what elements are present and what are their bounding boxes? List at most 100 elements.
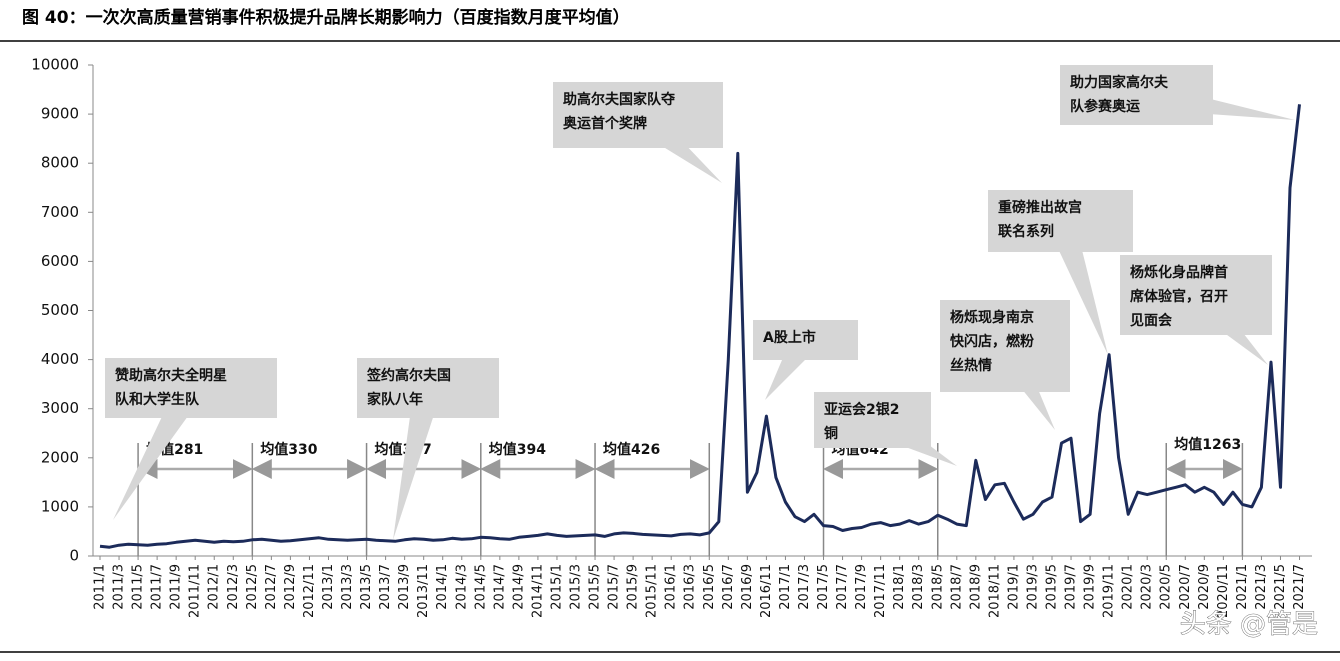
callout-text: 快闪店，燃粉 xyxy=(950,333,1034,350)
x-tick-label: 2020/3 xyxy=(1140,564,1155,610)
x-tick-label: 2012/9 xyxy=(283,564,298,610)
callout-box xyxy=(105,358,277,418)
callout-box xyxy=(1120,255,1272,335)
callout-box xyxy=(753,320,858,360)
x-tick-label: 2015/5 xyxy=(588,564,603,610)
x-tick-label: 2013/11 xyxy=(416,564,431,618)
callout-text: 队参赛奥运 xyxy=(1070,98,1140,115)
callout-text: 助力国家高尔夫 xyxy=(1070,74,1169,91)
x-tick-label: 2019/9 xyxy=(1083,564,1098,610)
x-tick-label: 2011/1 xyxy=(93,564,108,610)
x-tick-label: 2016/1 xyxy=(664,564,679,610)
average-label: 均值394 xyxy=(489,441,546,458)
x-tick-label: 2016/9 xyxy=(740,564,755,610)
x-tick-label: 2013/5 xyxy=(359,564,374,610)
x-tick-label: 2015/7 xyxy=(607,564,622,610)
x-tick-label: 2021/5 xyxy=(1273,564,1288,610)
callout-text: 丝热情 xyxy=(950,357,992,374)
x-tick-label: 2019/3 xyxy=(1025,564,1040,610)
callout-text: 席体验官，召开 xyxy=(1130,288,1228,305)
x-tick-label: 2021/7 xyxy=(1292,564,1307,610)
x-tick-label: 2015/9 xyxy=(626,564,641,610)
chart-title: 图 40：一次次高质量营销事件积极提升品牌长期影响力（百度指数月度平均值） xyxy=(22,7,630,28)
callout-text: 重磅推出故宫 xyxy=(998,199,1082,216)
y-tick-label: 8000 xyxy=(41,154,79,172)
x-tick-label: 2020/1 xyxy=(1121,564,1136,610)
x-tick-label: 2016/11 xyxy=(759,564,774,618)
x-tick-label: 2018/9 xyxy=(968,564,983,610)
x-tick-label: 2018/3 xyxy=(911,564,926,610)
x-tick-label: 2013/1 xyxy=(321,564,336,610)
callout-text: 赞助高尔夫全明星 xyxy=(114,367,227,384)
x-tick-label: 2019/5 xyxy=(1045,564,1060,610)
callout-box xyxy=(553,82,723,148)
callout-pointer xyxy=(393,384,442,540)
callout-text: 队和大学生队 xyxy=(115,391,200,408)
average-label: 均值1263 xyxy=(1174,436,1241,453)
y-tick-label: 2000 xyxy=(41,448,79,466)
x-tick-label: 2013/3 xyxy=(340,564,355,610)
callout-text: 助高尔夫国家队夺 xyxy=(563,91,676,108)
y-tick-label: 3000 xyxy=(41,399,79,417)
callout-text: 杨烁现身南京 xyxy=(950,309,1034,326)
callout-text: 亚运会2银2 xyxy=(824,401,899,418)
callout-text: 家队八年 xyxy=(367,391,423,408)
x-tick-label: 2014/11 xyxy=(530,564,545,618)
x-tick-label: 2014/5 xyxy=(473,564,488,610)
x-tick-label: 2017/3 xyxy=(797,564,812,610)
x-tick-label: 2019/7 xyxy=(1064,564,1079,610)
x-tick-label: 2020/11 xyxy=(1216,564,1231,618)
x-tick-label: 2011/5 xyxy=(131,564,146,610)
x-tick-label: 2019/11 xyxy=(1102,564,1117,618)
x-tick-label: 2021/3 xyxy=(1254,564,1269,610)
average-label: 均值330 xyxy=(260,441,317,458)
x-tick-label: 2012/5 xyxy=(245,564,260,610)
x-tick-label: 2017/9 xyxy=(854,564,869,610)
x-tick-label: 2017/7 xyxy=(835,564,850,610)
x-tick-label: 2017/1 xyxy=(778,564,793,610)
x-tick-label: 2011/9 xyxy=(169,564,184,610)
y-tick-label: 9000 xyxy=(41,105,79,123)
x-tick-label: 2014/7 xyxy=(492,564,507,610)
x-tick-label: 2014/9 xyxy=(511,564,526,610)
y-tick-label: 0 xyxy=(69,547,79,565)
x-tick-label: 2013/7 xyxy=(378,564,393,610)
x-tick-label: 2015/11 xyxy=(645,564,660,618)
x-tick-label: 2012/1 xyxy=(207,564,222,610)
x-tick-label: 2020/9 xyxy=(1197,564,1212,610)
callout-box xyxy=(1060,65,1213,125)
x-tick-label: 2018/11 xyxy=(987,564,1002,618)
x-tick-label: 2016/5 xyxy=(702,564,717,610)
callout-text: 见面会 xyxy=(1130,312,1173,329)
x-tick-label: 2018/1 xyxy=(892,564,907,610)
x-tick-label: 2013/9 xyxy=(397,564,412,610)
y-tick-label: 1000 xyxy=(41,497,79,515)
x-tick-label: 2021/1 xyxy=(1235,564,1250,610)
x-tick-label: 2020/5 xyxy=(1159,564,1174,610)
callout-box xyxy=(814,392,931,448)
callout-text: 签约高尔夫国 xyxy=(366,367,451,384)
x-tick-label: 2011/7 xyxy=(150,564,165,610)
x-tick-label: 2018/7 xyxy=(949,564,964,610)
x-tick-label: 2012/11 xyxy=(302,564,317,618)
callout-box xyxy=(357,358,499,418)
x-tick-label: 2012/3 xyxy=(226,564,241,610)
x-tick-label: 2011/3 xyxy=(112,564,127,610)
y-tick-label: 4000 xyxy=(41,350,79,368)
callout-text: 杨烁化身品牌首 xyxy=(1130,264,1228,281)
x-tick-label: 2016/7 xyxy=(721,564,736,610)
x-tick-label: 2011/11 xyxy=(188,564,203,618)
callout-text: A股上市 xyxy=(763,329,816,346)
x-tick-label: 2020/7 xyxy=(1178,564,1193,610)
x-tick-label: 2016/3 xyxy=(683,564,698,610)
x-tick-label: 2014/1 xyxy=(435,564,450,610)
series-line xyxy=(99,104,1301,549)
x-tick-label: 2019/1 xyxy=(1006,564,1021,610)
y-tick-label: 7000 xyxy=(41,203,79,221)
callout-text: 奥运首个奖牌 xyxy=(563,115,647,132)
callout-box xyxy=(988,190,1133,252)
average-label: 均值426 xyxy=(603,441,660,458)
watermark: 头条 @管是 xyxy=(1180,610,1318,640)
x-tick-label: 2018/5 xyxy=(930,564,945,610)
